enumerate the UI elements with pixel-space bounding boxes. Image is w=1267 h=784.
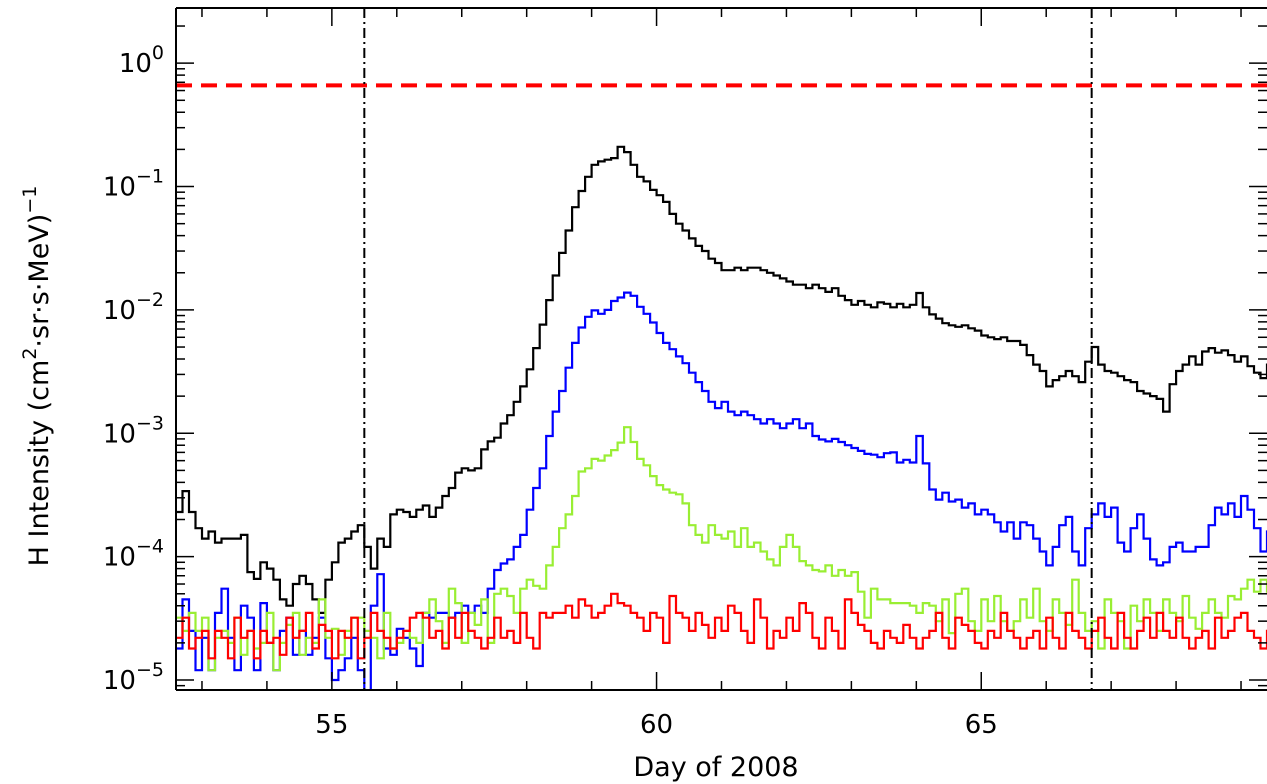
- y-axis-title-sup2: −1: [19, 186, 41, 214]
- x-tick-label: 55: [315, 710, 348, 740]
- y-tick-label: 10−5: [103, 659, 164, 696]
- y-tick-label: 10−4: [103, 536, 164, 573]
- y-axis-title: H Intensity (cm2·sr·s·MeV)−1: [19, 186, 55, 567]
- x-tick-label: 65: [965, 710, 998, 740]
- y-axis-title-text: H Intensity (cm: [24, 360, 55, 567]
- series-line-4: [176, 592, 1267, 660]
- reference-lines: [176, 8, 1267, 690]
- series-group: [176, 145, 1267, 690]
- y-tick-label: 100: [119, 42, 164, 79]
- series-line-3: [176, 426, 1267, 672]
- series-line-2: [176, 291, 1267, 690]
- axis-ticks: 55 60 65 10−5 10−4 10−3 10−2 10−1 100: [103, 8, 1267, 740]
- series-line-1: [176, 145, 1267, 614]
- y-axis-title-mid: ·sr·s·MeV): [24, 214, 55, 348]
- y-tick-label: 10−2: [103, 289, 164, 326]
- x-axis-title: Day of 2008: [633, 752, 798, 783]
- y-tick-label: 10−3: [103, 412, 164, 449]
- y-axis-title-sup1: 2: [19, 348, 41, 360]
- x-tick-label: 60: [640, 710, 673, 740]
- y-tick-label: 10−1: [103, 166, 164, 203]
- plot-frame: [175, 7, 1267, 691]
